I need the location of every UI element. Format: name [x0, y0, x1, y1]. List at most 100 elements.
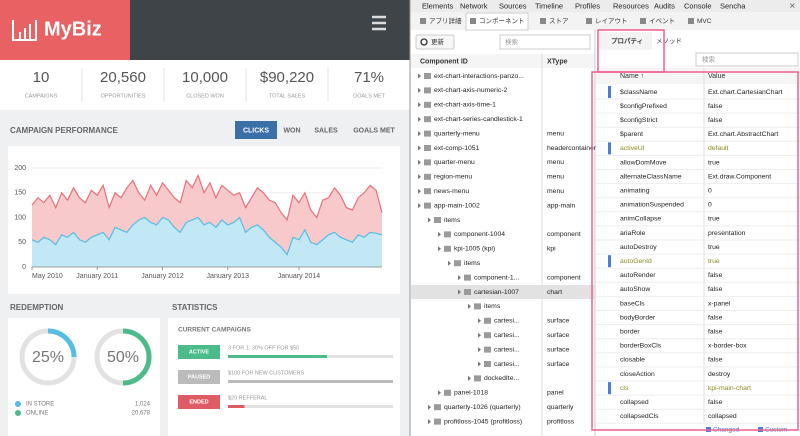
- expander[interactable]: [478, 332, 481, 338]
- expander[interactable]: [418, 87, 421, 93]
- expander[interactable]: [418, 102, 421, 108]
- legend-label: IN STORE: [26, 402, 54, 408]
- property-value: false: [708, 103, 723, 110]
- expander[interactable]: [418, 174, 421, 180]
- component-xtype: surface: [547, 318, 570, 325]
- progress-track: [228, 405, 393, 408]
- tab-active[interactable]: [600, 32, 652, 50]
- property-value: false: [708, 357, 723, 364]
- changed-marker: [608, 382, 611, 395]
- expander[interactable]: [428, 419, 431, 425]
- expander[interactable]: [438, 231, 441, 237]
- refresh-button[interactable]: [415, 34, 455, 50]
- component-xtype: panel: [547, 390, 564, 397]
- property-value: 0: [708, 187, 712, 194]
- folder-icon: [484, 332, 491, 339]
- folder-icon: [424, 87, 431, 94]
- component-xtype: profitloss: [547, 418, 575, 425]
- column-header: Value: [708, 73, 725, 80]
- component-id: cartesi...: [494, 346, 520, 353]
- component-xtype: surface: [547, 346, 570, 353]
- property-name: closeAction: [620, 371, 655, 378]
- property-value: collapsed: [708, 413, 737, 420]
- folder-icon: [424, 145, 431, 151]
- gauge-arc: [47, 328, 77, 358]
- expander[interactable]: [448, 260, 451, 266]
- kpi-value: 20,560: [100, 69, 146, 86]
- expander[interactable]: [418, 159, 421, 165]
- property-value: false: [708, 328, 723, 335]
- kpi-value: 71%: [354, 69, 384, 86]
- expander[interactable]: [438, 390, 441, 396]
- expander[interactable]: [458, 289, 461, 295]
- expander[interactable]: [478, 318, 481, 324]
- sencha-tab: MVC: [697, 18, 712, 25]
- property-name: bodyBorder: [620, 314, 656, 321]
- expander[interactable]: [428, 404, 431, 410]
- tab: SALES: [314, 127, 338, 134]
- tab-active[interactable]: [235, 121, 277, 139]
- property-tab: プロパティ: [611, 36, 643, 45]
- component-id: news-menu: [434, 188, 469, 195]
- devtools-tab: Network: [460, 1, 488, 10]
- folder-icon: [444, 231, 451, 238]
- tab: GOALS MET: [353, 127, 395, 134]
- sencha-tab: ストア: [549, 17, 569, 25]
- changed-marker: [608, 142, 611, 155]
- sencha-tab: コンポーネント: [479, 17, 525, 25]
- property-value: true: [708, 216, 720, 223]
- expander[interactable]: [418, 188, 421, 194]
- status-badge: [178, 370, 220, 384]
- changed-marker: [608, 255, 611, 268]
- expander[interactable]: [468, 375, 471, 381]
- folder-icon: [474, 375, 481, 382]
- component-id: items: [444, 217, 461, 224]
- section-title: REDEMPTION: [10, 303, 64, 312]
- folder-icon: [424, 159, 431, 166]
- kpi-value: 10,000: [182, 69, 228, 86]
- x-tick-label: May 2010: [32, 273, 63, 280]
- folder-icon: [424, 173, 431, 180]
- kpi-label: TOTAL SALES: [269, 93, 306, 99]
- close-icon[interactable]: ✕: [789, 2, 796, 11]
- property-value: false: [708, 286, 723, 293]
- brand: MyBiz: [44, 18, 102, 40]
- folder-icon: [424, 101, 431, 108]
- tab-active[interactable]: [465, 12, 529, 31]
- expander[interactable]: [418, 131, 421, 137]
- tab: CLICKS: [243, 127, 269, 134]
- expander[interactable]: [478, 347, 481, 353]
- expander[interactable]: [458, 275, 461, 281]
- kpi-value: $90,220: [260, 69, 314, 86]
- tab-icon: [688, 18, 694, 24]
- x-tick-label: January 2014: [278, 273, 321, 280]
- property-name: border: [620, 328, 640, 335]
- expander[interactable]: [468, 303, 471, 309]
- expander[interactable]: [478, 361, 481, 367]
- devtools-tabbar: [410, 0, 800, 12]
- search-box[interactable]: [695, 52, 799, 67]
- menu-icon[interactable]: [372, 15, 386, 31]
- property-value: presentation: [708, 230, 746, 237]
- folder-icon: [474, 303, 481, 310]
- expander[interactable]: [418, 203, 421, 209]
- property-name: autoDestroy: [620, 244, 657, 251]
- devtools-tab: Elements: [422, 1, 454, 10]
- legend-dot: [15, 410, 21, 416]
- devtools-tab: Timeline: [535, 1, 563, 10]
- property-name: autoRender: [620, 272, 656, 279]
- folder-icon: [424, 73, 431, 79]
- property-value: 0: [708, 202, 712, 209]
- component-id: region-menu: [434, 174, 472, 181]
- expander[interactable]: [418, 145, 421, 151]
- campaign-name: 3 FOR 1, 30% OFF FOR $50: [228, 345, 299, 351]
- property-value: false: [708, 314, 723, 321]
- legend-value: 20,678: [132, 411, 151, 417]
- expander[interactable]: [418, 116, 421, 122]
- expander[interactable]: [428, 217, 431, 223]
- expander[interactable]: [418, 73, 421, 79]
- search-box[interactable]: [499, 34, 591, 50]
- expander[interactable]: [438, 246, 441, 252]
- y-tick-label: 0: [22, 264, 26, 271]
